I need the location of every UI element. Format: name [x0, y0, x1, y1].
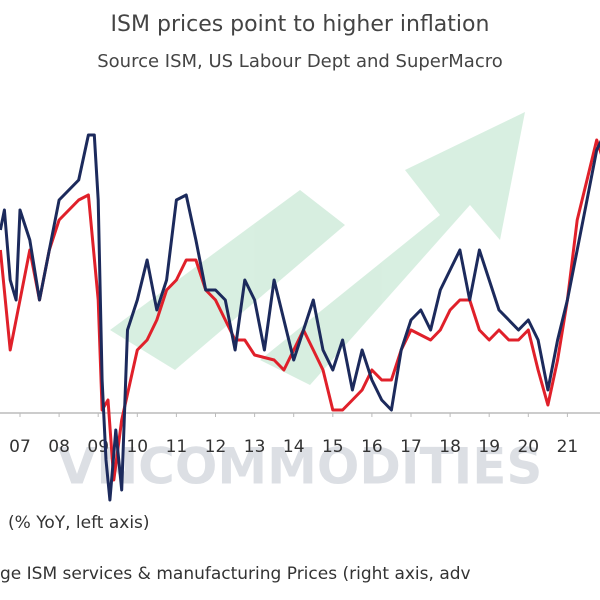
- x-tick-label: 17: [400, 437, 422, 457]
- x-tick-label: 12: [205, 437, 227, 457]
- x-tick-label: 21: [557, 437, 579, 457]
- x-tick-label: 20: [517, 437, 539, 457]
- x-tick-label: 19: [478, 437, 500, 457]
- chart-subtitle: Source ISM, US Labour Dept and SuperMacr…: [97, 51, 503, 72]
- legend-label: (% YoY, left axis): [8, 513, 150, 533]
- chart-title: ISM prices point to higher inflation: [111, 12, 490, 37]
- x-tick-label: 10: [126, 437, 148, 457]
- x-tick-label: 09: [87, 437, 109, 457]
- x-tick-label: 11: [166, 437, 188, 457]
- arrow: [260, 112, 525, 385]
- arrow-stroke: [110, 190, 345, 370]
- x-tick-label: 13: [244, 437, 266, 457]
- x-tick-label: 14: [283, 437, 305, 457]
- legend-label: ge ISM services & manufacturing Prices (…: [0, 564, 471, 584]
- x-tick-label: 07: [9, 437, 31, 457]
- x-tick-label: 15: [322, 437, 344, 457]
- watermark: VNCOMMODITIES: [58, 438, 543, 496]
- x-tick-label: 16: [361, 437, 383, 457]
- x-tick-label: 18: [439, 437, 461, 457]
- x-tick-label: 08: [48, 437, 70, 457]
- series-line: [0, 133, 600, 502]
- arrow-decoration: [110, 112, 525, 385]
